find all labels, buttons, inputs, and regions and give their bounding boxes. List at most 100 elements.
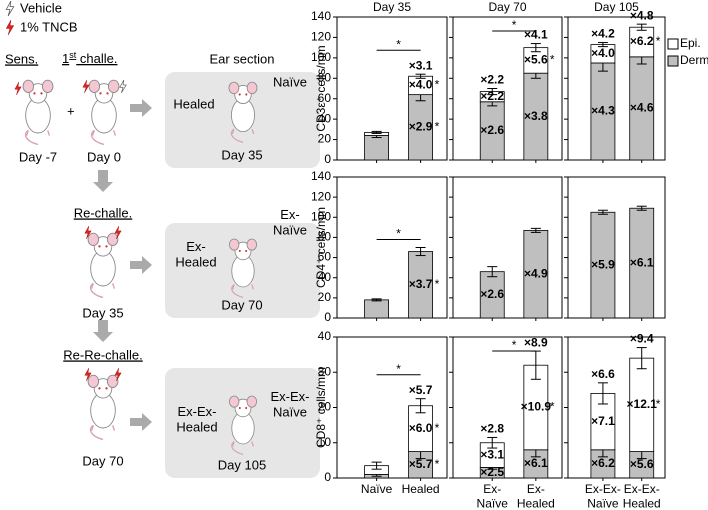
bar-segment	[590, 449, 616, 479]
fold-label: ×5.9	[591, 257, 615, 271]
bar-segment	[629, 207, 655, 319]
arrow	[130, 99, 152, 117]
fold-label: ×6.6	[591, 367, 615, 381]
fold-label: ×2.2	[480, 89, 504, 103]
y-tick-label: 40	[318, 270, 332, 284]
ear-label: Naïve	[273, 74, 307, 89]
fold-label: ×12.1	[627, 397, 658, 411]
bar-segment	[629, 56, 655, 161]
fold-label: ×4.0	[409, 78, 433, 92]
day-label: Day 70	[82, 453, 123, 468]
day-label: Day -7	[19, 149, 57, 164]
fold-label: ×2.8	[480, 422, 504, 436]
mouse-icon	[87, 374, 119, 441]
fold-label: ×5.7	[409, 457, 433, 471]
bar-segment	[590, 211, 616, 319]
ear-label: Ex-Ex-Healed	[176, 404, 217, 435]
panel-frame	[567, 16, 666, 161]
mouse-icon	[22, 79, 54, 146]
y-tick-label: 120	[311, 189, 331, 203]
fold-label: ×6.1	[524, 456, 548, 470]
column-title: Day 70	[488, 0, 526, 14]
bar-segment	[479, 271, 505, 319]
panel-frame	[452, 176, 563, 319]
y-tick-label: 100	[311, 209, 331, 223]
significance: *	[435, 119, 440, 133]
x-tick-label: Healed	[402, 482, 440, 496]
vehicle-icon	[5, 1, 15, 16]
fold-label: ×7.1	[591, 414, 615, 428]
y-tick-label: 0	[324, 152, 331, 166]
fold-label: ×2.9	[409, 119, 433, 133]
plus: +	[67, 103, 75, 118]
y-tick-label: 60	[318, 91, 332, 105]
x-tick-label: Ex-Naïve	[477, 482, 509, 510]
bar-segment	[629, 26, 655, 58]
fold-label: ×2.6	[480, 287, 504, 301]
y-tick-label: 120	[311, 30, 331, 44]
significance: *	[435, 421, 440, 435]
x-tick-label: Ex-Ex-Healed	[623, 482, 661, 510]
fold-label: ×3.8	[524, 109, 548, 123]
y-axis-label: CD8⁺ cells/mm	[314, 367, 328, 448]
challenge-label: 1st challe.	[62, 50, 117, 66]
panel-frame	[336, 176, 448, 319]
fold-label: ×3.1	[409, 58, 433, 72]
step-title: Re-challe.	[74, 205, 133, 220]
day-label: Day 0	[87, 149, 121, 164]
tncb-icon	[14, 82, 22, 95]
fold-label: ×2.6	[480, 123, 504, 137]
challenge-num: 1	[62, 51, 69, 66]
fold-label: ×4.0	[591, 46, 615, 60]
tncb-icon	[6, 20, 14, 35]
ear-label: Ex-Naïve	[273, 207, 307, 238]
y-tick-label: 80	[318, 230, 332, 244]
mouse-icon	[88, 79, 120, 146]
legend-label: Epi.	[680, 36, 701, 50]
significance: *	[435, 277, 440, 291]
fold-label: ×4.9	[524, 266, 548, 280]
significance: *	[656, 34, 661, 48]
column-title: Day 105	[594, 0, 639, 14]
tncb-icon	[82, 80, 90, 93]
mouse-icon	[87, 232, 119, 299]
y-tick-label: 20	[318, 290, 332, 304]
vehicle-label: Vehicle	[20, 0, 62, 15]
bar-segment	[523, 229, 549, 319]
challenge-sup: st	[69, 50, 77, 60]
significance: *	[550, 53, 555, 67]
panel-frame	[336, 16, 448, 161]
fold-label: ×5.6	[630, 457, 654, 471]
vehicle-icon	[119, 80, 127, 93]
day-label: Day 70	[221, 297, 262, 312]
y-tick-label: 60	[318, 250, 332, 264]
arrow	[130, 413, 152, 431]
x-tick-label: Naïve	[361, 482, 393, 496]
fold-label: ×3.1	[480, 447, 504, 461]
bar-segment	[364, 135, 390, 161]
fold-label: ×4.3	[591, 104, 615, 118]
fold-label: ×6.2	[630, 34, 654, 48]
fold-label: ×2.2	[480, 73, 504, 87]
y-tick-label: 0	[324, 310, 331, 324]
significance: *	[396, 37, 401, 51]
y-tick-label: 10	[318, 435, 332, 449]
fold-label: ×8.9	[524, 335, 548, 349]
panel-frame	[567, 176, 666, 319]
challenge-text: challe.	[76, 51, 117, 66]
y-axis-label: CD4⁺ cells/mm	[314, 207, 328, 288]
y-tick-label: 40	[318, 111, 332, 125]
x-tick-label: Ex-Healed	[517, 482, 555, 510]
significance: *	[512, 18, 517, 32]
fold-label: ×6.0	[409, 421, 433, 435]
fold-label: ×4.6	[630, 101, 654, 115]
significance: *	[396, 227, 401, 241]
schematic: Vehicle 1% TNCB Sens. 1st challe. Ear se…	[5, 0, 320, 478]
fold-label: ×4.8	[630, 8, 654, 22]
x-tick-label: Ex-Ex-Naïve	[585, 482, 621, 510]
fold-label: ×4.1	[524, 28, 548, 42]
day-label: Day 35	[82, 305, 123, 320]
y-tick-label: 40	[318, 329, 332, 343]
legend-swatch	[667, 55, 679, 67]
y-tick-label: 140	[311, 9, 331, 23]
